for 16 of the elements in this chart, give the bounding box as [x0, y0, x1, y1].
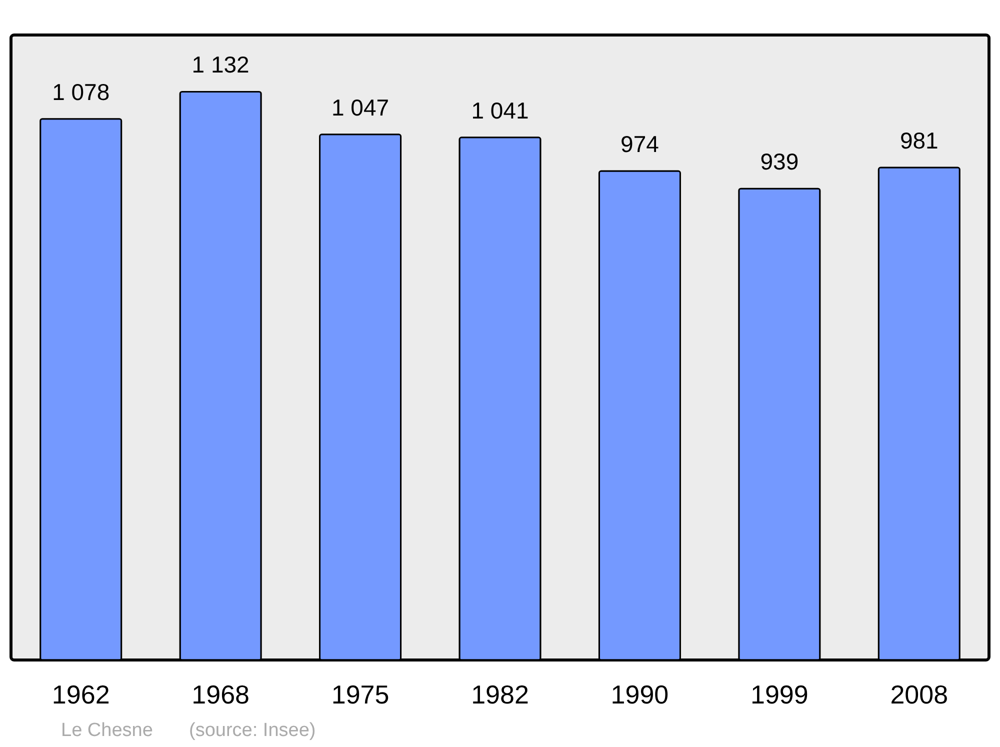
x-tick-label: 1962 [52, 680, 110, 710]
data-label: 1 041 [471, 97, 529, 124]
text: Le Chesne [61, 720, 153, 741]
x-tick-label: 2008 [890, 680, 948, 710]
data-label: 981 [900, 128, 938, 154]
data-label: 939 [760, 148, 799, 175]
text: (source: Insee) [189, 720, 316, 741]
x-tick-label: 1982 [471, 680, 529, 710]
x-tick-label: 1990 [610, 680, 669, 710]
data-label: 974 [620, 131, 660, 158]
data-label: 1 078 [52, 78, 110, 105]
data-label: 1 132 [192, 52, 250, 78]
x-tick-label: 1999 [750, 680, 808, 710]
x-tick-label: 1968 [192, 680, 250, 710]
data-label: 1 047 [332, 94, 390, 120]
x-tick-label: 1975 [331, 680, 390, 710]
